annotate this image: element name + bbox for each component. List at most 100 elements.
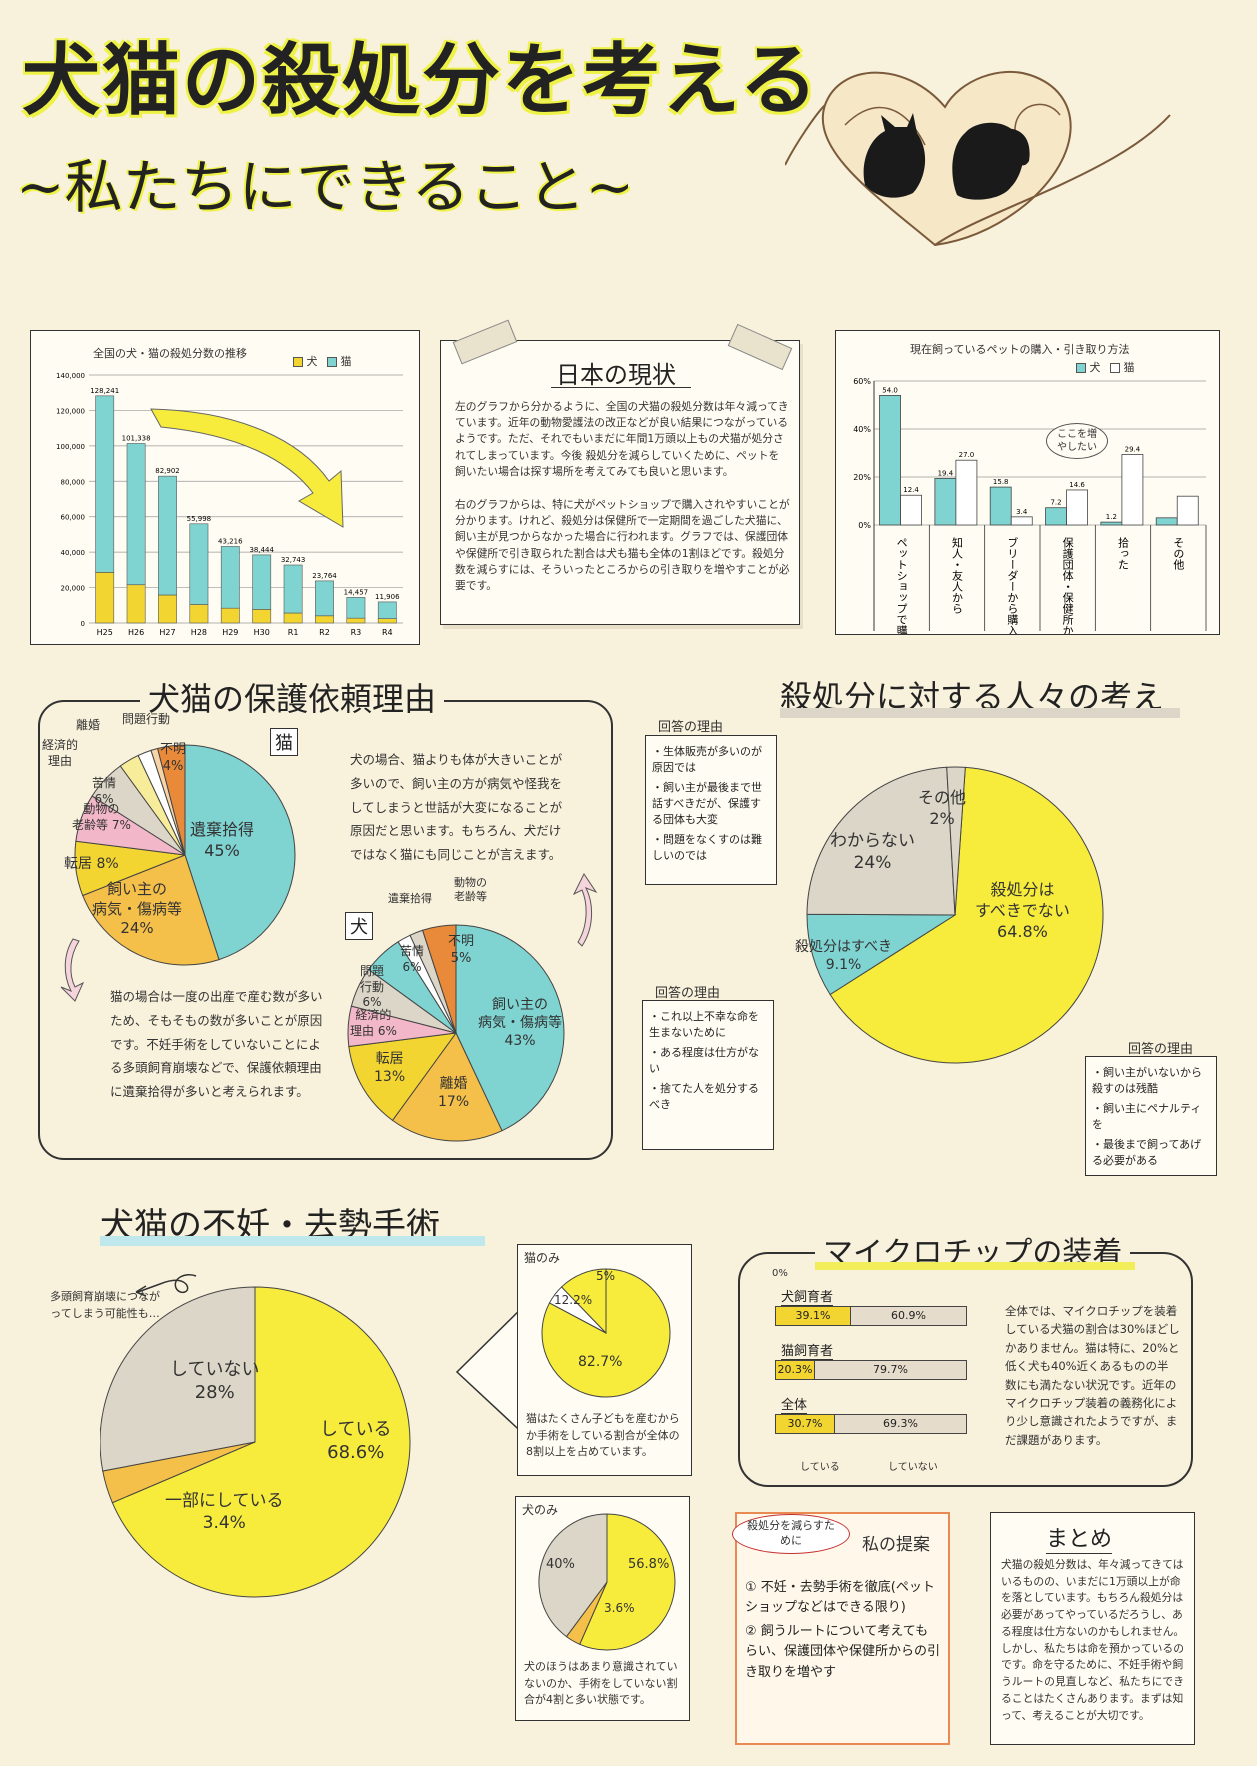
cat-label-kujo: 苦情 6% xyxy=(92,776,117,806)
microchip-bar-yes: 39.1% xyxy=(776,1307,852,1325)
bar-cat xyxy=(1010,516,1033,526)
reasons-wakaranai-box: ・生体販売が多いのが原因では ・飼い主が最後まで世話すべきだが、保護する団体も大変… xyxy=(645,735,777,885)
bar-total-label: 43,216 xyxy=(218,537,243,545)
reason-item: ・ある程度は仕方がない xyxy=(649,1045,759,1075)
pie-slice xyxy=(157,744,186,856)
opinion-pie xyxy=(806,766,1104,1064)
bar-dog xyxy=(1155,517,1178,526)
cat-surgery-note: 猫はたくさん子どもを産むからか手術をしている割合が全体の8割以上を占めています。 xyxy=(526,1412,680,1458)
pie-slice xyxy=(806,913,957,996)
opinion-label-nashi: 殺処分は すべきでない 64.8% xyxy=(975,880,1070,941)
pie-slice xyxy=(455,924,565,1132)
bar-dog xyxy=(252,609,272,624)
reason-label: 回答の理由 xyxy=(658,720,724,735)
proposal-item: ② 飼うルートについて考えてもらい、保護団体や保健所からの引き取りを増やす xyxy=(745,1624,941,1680)
y-tick-label: 40,000 xyxy=(61,549,86,557)
curl-arrow-icon xyxy=(135,1274,197,1297)
bar-dog xyxy=(346,617,366,624)
microchip-bar-no: 79.7% xyxy=(814,1361,966,1379)
reasons-beki-list: ・これ以上不幸な命を生まないために ・ある程度は仕方がない ・捨てた人を処分するべき xyxy=(649,1009,767,1113)
bar-cat xyxy=(158,475,177,596)
bar-value-label: 15.8 xyxy=(993,478,1009,486)
bar-value-label: 7.2 xyxy=(1050,499,1061,507)
summary-panel: まとめ 犬猫の殺処分数は、年々減ってきてはいるものの、いまだに1万頭以上が命を落… xyxy=(990,1512,1195,1745)
x-tick-label: H25 xyxy=(97,628,113,637)
cat-reason-pie xyxy=(74,744,296,966)
pie-slice xyxy=(946,766,966,916)
dog-reason-pie xyxy=(347,924,565,1142)
arrow-down-left-icon xyxy=(60,938,85,1002)
x-tick-label: H28 xyxy=(191,628,207,637)
bar-total-label: 14,457 xyxy=(344,588,369,596)
proposal-list: ① 不妊・去勢手術を徹底(ペットショップなどはできる限り) ② 飼うルートについて… xyxy=(745,1578,940,1687)
acquisition-chart-legend: 犬 猫 xyxy=(1076,359,1135,376)
reason-item: ・飼い主にペナルティを xyxy=(1092,1101,1202,1131)
dog-surg-label-b: 3.6% xyxy=(604,1601,635,1615)
heart-hands-illustration xyxy=(785,70,1171,247)
bar-cat xyxy=(1066,489,1088,526)
reason-label: 回答の理由 xyxy=(655,986,721,1001)
y-tick-label: 0% xyxy=(858,521,871,530)
bar-dog xyxy=(934,478,957,526)
dog-surgery-panel: 犬のみ 56.8% 3.6% 40% 犬のほうはあまり意識されていないのか、手術… xyxy=(515,1496,690,1721)
bar-value-label: 29.4 xyxy=(1125,445,1141,453)
dog-label-mondai: 問題 行動 6% xyxy=(360,964,385,1010)
bar-dog xyxy=(1045,507,1067,526)
trend-chart-title: 全国の犬・猫の殺処分数の推移 xyxy=(93,347,247,360)
bar-value-label: 12.4 xyxy=(903,486,919,494)
x-tick-label: R2 xyxy=(319,628,330,637)
dog-reason-note: 犬の場合、猫よりも体が大きいことが多いので、飼い主の方が病気や怪我をしてしまうと… xyxy=(350,752,563,862)
bar-cat xyxy=(346,597,366,619)
x-tick-label: ペットショップで購入 xyxy=(895,537,908,634)
bar-dog xyxy=(377,618,397,624)
x-tick-label: 拾った xyxy=(1117,536,1130,570)
dog-label-tenkyo: 転居 13% xyxy=(374,1051,406,1086)
dog-surgery-pie xyxy=(538,1513,676,1651)
acquisition-chart-title: 現在飼っているペットの購入・引き取り方法 xyxy=(910,343,1130,356)
x-tick-label: H27 xyxy=(159,628,175,637)
dog-silhouette-icon xyxy=(952,122,1024,200)
trend-chart-svg: 0 20,000 40,000 60,000 80,000 100,000 120,000 1… xyxy=(56,372,403,637)
bar-total-label: 128,241 xyxy=(90,387,119,395)
poster-title: 犬猫の殺処分を考える xyxy=(22,35,820,126)
decline-arrow-icon xyxy=(150,408,344,528)
cat-label-mondai: 問題行動 xyxy=(122,712,171,726)
surgery-label-shiteinai: していない 28% xyxy=(170,1359,260,1404)
reason-item: ・最後まで飼ってあげる必要がある xyxy=(1092,1137,1202,1167)
pie-slice xyxy=(560,1268,607,1335)
dog-surgery-title: 犬のみ xyxy=(522,1503,559,1517)
dog-surg-label-a: 56.8% xyxy=(628,1557,670,1572)
acquisition-chart-svg: 0% 20% 40% 60% 54.0 12.4 ペットショップで購入 19.4 27.0 知人・… xyxy=(853,377,1207,634)
bar-total-label: 38,444 xyxy=(249,546,274,554)
y-tick-label: 80,000 xyxy=(61,478,86,486)
protection-title: 犬猫の保護依頼理由 xyxy=(140,674,445,720)
pie-slice xyxy=(538,1513,608,1638)
bar-value-label: 54.0 xyxy=(882,386,898,394)
reason-item: ・捨てた人を処分するべき xyxy=(649,1081,759,1111)
y-tick-label: 60,000 xyxy=(61,514,86,522)
microchip-axis-yes: している xyxy=(800,1462,840,1473)
cat-label-iki: 遺棄拾得 45% xyxy=(190,820,255,860)
opinion-label-beki: 殺処分はすべき 9.1% xyxy=(795,939,893,974)
poster-subtitle: ~私たちにできること~ xyxy=(16,153,635,221)
microchip-bar-yes: 30.7% xyxy=(776,1415,835,1433)
y-tick-label: 120,000 xyxy=(56,407,85,415)
bar-value-label: 1.2 xyxy=(1106,513,1117,521)
dog-label-kujo: 苦情 6% xyxy=(400,944,425,974)
bar-cat xyxy=(1121,454,1144,526)
acquisition-chart-panel: 現在飼っているペットの購入・引き取り方法 犬 猫 0% 20% 40% 60% 54.0… xyxy=(835,330,1220,635)
summary-title: まとめ xyxy=(1046,1521,1113,1554)
bar-cat xyxy=(95,395,115,573)
bar-value-label: 27.0 xyxy=(959,451,975,459)
bar-dog xyxy=(315,615,334,624)
surgery-main-pie xyxy=(100,1286,411,1598)
cat-label-kainushi: 飼い主の 病気・傷病等 24% xyxy=(92,880,183,937)
bar-value-label: 19.4 xyxy=(938,469,954,477)
microchip-bar-no: 69.3% xyxy=(834,1415,966,1433)
cat-surgery-pie xyxy=(541,1268,671,1398)
reason-item: ・問題をなくすのは難しいのでは xyxy=(652,832,762,862)
microchip-row: 猫飼育者 20.3% 79.7% xyxy=(775,1340,970,1380)
bar-cat xyxy=(900,494,922,526)
microchip-note: 全体では、マイクロチップを装着している犬猫の割合は30%ほどしかありません。猫は… xyxy=(1005,1304,1180,1447)
y-tick-label: 20,000 xyxy=(61,585,86,593)
